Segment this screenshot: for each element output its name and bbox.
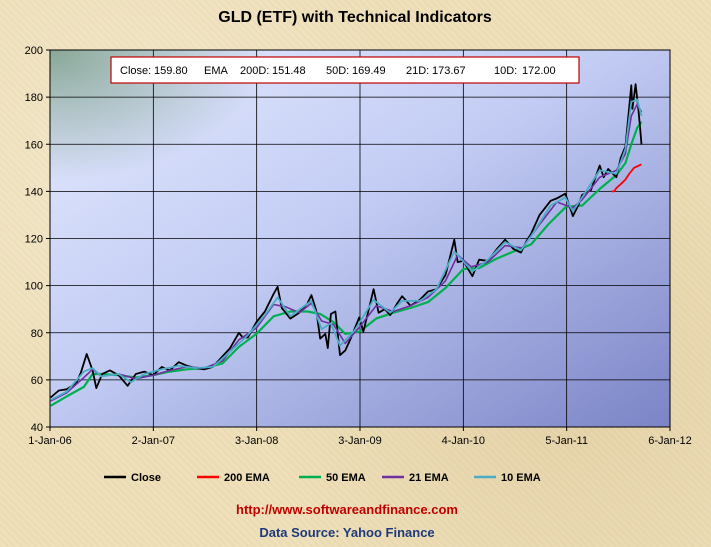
x-tick-label: 4-Jan-10 (442, 435, 485, 447)
y-tick-label: 160 (25, 139, 43, 151)
x-tick-label: 3-Jan-08 (235, 435, 278, 447)
summary-ema21-label: 21D: (406, 65, 429, 77)
y-tick-label: 180 (25, 92, 43, 104)
y-tick-label: 140 (25, 186, 43, 198)
series-group (50, 83, 643, 407)
legend-label: 50 EMA (326, 472, 366, 484)
summary-close-value: 159.80 (154, 65, 188, 77)
y-tick-label: 60 (31, 375, 43, 387)
footer-url[interactable]: http://www.softwareandfinance.com (236, 502, 458, 517)
x-axis: 1-Jan-06 2-Jan-07 3-Jan-08 3-Jan-09 4-Jan-10… (28, 427, 692, 447)
legend-item-50-ema: 50 EMA (299, 472, 366, 484)
series-line-200-ema (611, 163, 642, 193)
y-axis: 40 60 80 100 120 140 160 180 200 (25, 45, 50, 434)
legend-label: Close (131, 472, 161, 484)
summary-box: Close: 159.80 EMA 200D: 151.48 50D: 169.… (110, 56, 580, 84)
summary-ema50-label: 50D: (326, 65, 349, 77)
y-tick-label: 80 (31, 328, 43, 340)
summary-ema200-value: 151.48 (272, 65, 306, 77)
x-tick-label: 2-Jan-07 (132, 435, 175, 447)
y-tick-label: 120 (25, 234, 43, 246)
legend-label: 200 EMA (224, 472, 270, 484)
summary-ema200-label: 200D: (240, 65, 269, 77)
x-tick-label: 3-Jan-09 (338, 435, 381, 447)
summary-ema21-value: 173.67 (432, 65, 466, 77)
summary-ema10-value: 172.00 (522, 65, 556, 77)
chart-title: GLD (ETF) with Technical Indicators (218, 9, 492, 26)
series-line-10-ema (50, 98, 643, 401)
y-tick-label: 100 (25, 281, 43, 293)
legend-item-10-ema: 10 EMA (474, 472, 541, 484)
summary-ema10-label: 10D: (494, 65, 517, 77)
legend: Close 200 EMA 50 EMA 21 EMA 10 EMA (104, 472, 541, 484)
x-tick-label: 1-Jan-06 (28, 435, 71, 447)
series-line-21-ema (50, 103, 643, 402)
summary-box-frame (110, 56, 580, 84)
x-tick-label: 5-Jan-11 (545, 435, 588, 447)
legend-label: 10 EMA (501, 472, 541, 484)
y-tick-label: 200 (25, 45, 43, 57)
legend-item-close: Close (104, 472, 161, 484)
legend-item-200-ema: 200 EMA (197, 472, 270, 484)
summary-ema50-value: 169.49 (352, 65, 386, 77)
legend-item-21-ema: 21 EMA (382, 472, 449, 484)
legend-label: 21 EMA (409, 472, 449, 484)
summary-ema-label: EMA (204, 65, 229, 77)
y-tick-label: 40 (31, 422, 43, 434)
x-tick-label: 6-Jan-12 (648, 435, 691, 447)
footer-source: Data Source: Yahoo Finance (259, 525, 434, 540)
summary-close-label: Close: (120, 65, 151, 77)
